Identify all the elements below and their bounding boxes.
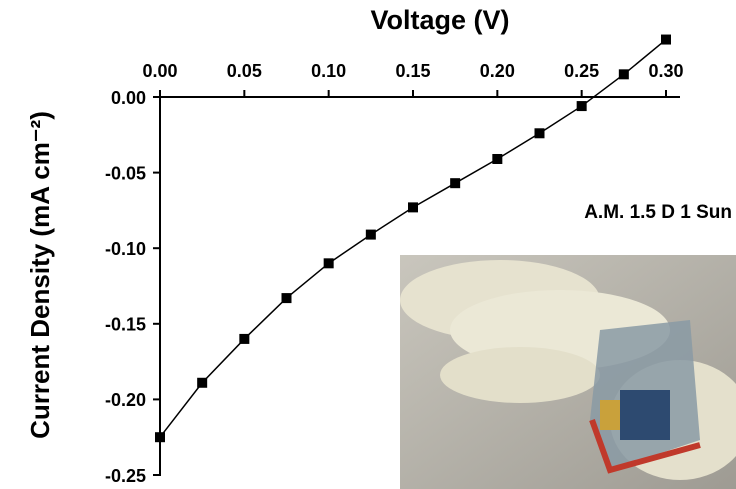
x-tick-label: 0.05	[227, 61, 262, 81]
data-point	[576, 101, 587, 112]
y-tick-label: -0.25	[105, 466, 146, 486]
data-point	[323, 258, 334, 269]
x-tick-label: 0.30	[648, 61, 683, 81]
data-point	[450, 178, 461, 189]
data-point	[239, 333, 250, 344]
x-tick-label: 0.10	[311, 61, 346, 81]
data-point	[618, 69, 629, 80]
annotation: A.M. 1.5 D 1 Sun	[584, 202, 732, 223]
y-tick-label: -0.20	[105, 390, 146, 410]
photo-inset	[400, 255, 736, 489]
x-tick-label: 0.25	[564, 61, 599, 81]
y-tick-label: -0.05	[105, 163, 146, 183]
data-point	[408, 202, 418, 213]
y-tick-label: 0.00	[111, 88, 146, 108]
data-point	[155, 432, 165, 443]
x-axis-label: Voltage (V)	[370, 5, 509, 35]
y-axis-label: Current Density (mA cm⁻²)	[25, 111, 55, 439]
data-point	[197, 377, 208, 388]
data-point	[492, 153, 503, 164]
data-point	[281, 293, 292, 304]
y-tick-label: -0.10	[105, 239, 146, 259]
data-point	[365, 229, 376, 240]
y-tick-label: -0.15	[105, 315, 146, 335]
data-point	[534, 128, 545, 139]
x-tick-label: 0.00	[142, 61, 177, 81]
x-tick-label: 0.15	[395, 61, 430, 81]
data-point	[661, 34, 671, 45]
x-tick-label: 0.20	[480, 61, 515, 81]
